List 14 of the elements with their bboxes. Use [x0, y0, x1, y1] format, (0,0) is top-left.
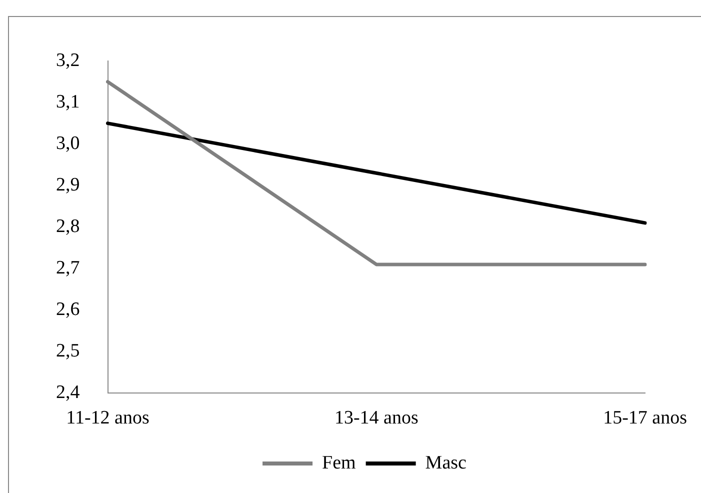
x-tick-label: 15-17 anos — [603, 408, 687, 429]
y-tick-label: 2,5 — [56, 340, 80, 362]
x-tick-label: 13-14 anos — [334, 408, 418, 429]
x-tick-label: 11-12 anos — [66, 408, 150, 429]
y-tick-label: 2,4 — [56, 382, 80, 404]
y-tick-label: 2,8 — [56, 216, 80, 238]
y-tick-label: 3,2 — [56, 50, 80, 71]
y-tick-label: 3,1 — [56, 92, 80, 113]
y-tick-label: 2,7 — [56, 258, 80, 279]
y-tick-label: 3,0 — [56, 133, 80, 154]
y-tick-label: 2,6 — [56, 299, 80, 320]
legend-label: Masc — [425, 452, 466, 474]
legend-label: Fem — [322, 452, 356, 474]
y-tick-label: 2,9 — [56, 174, 80, 196]
